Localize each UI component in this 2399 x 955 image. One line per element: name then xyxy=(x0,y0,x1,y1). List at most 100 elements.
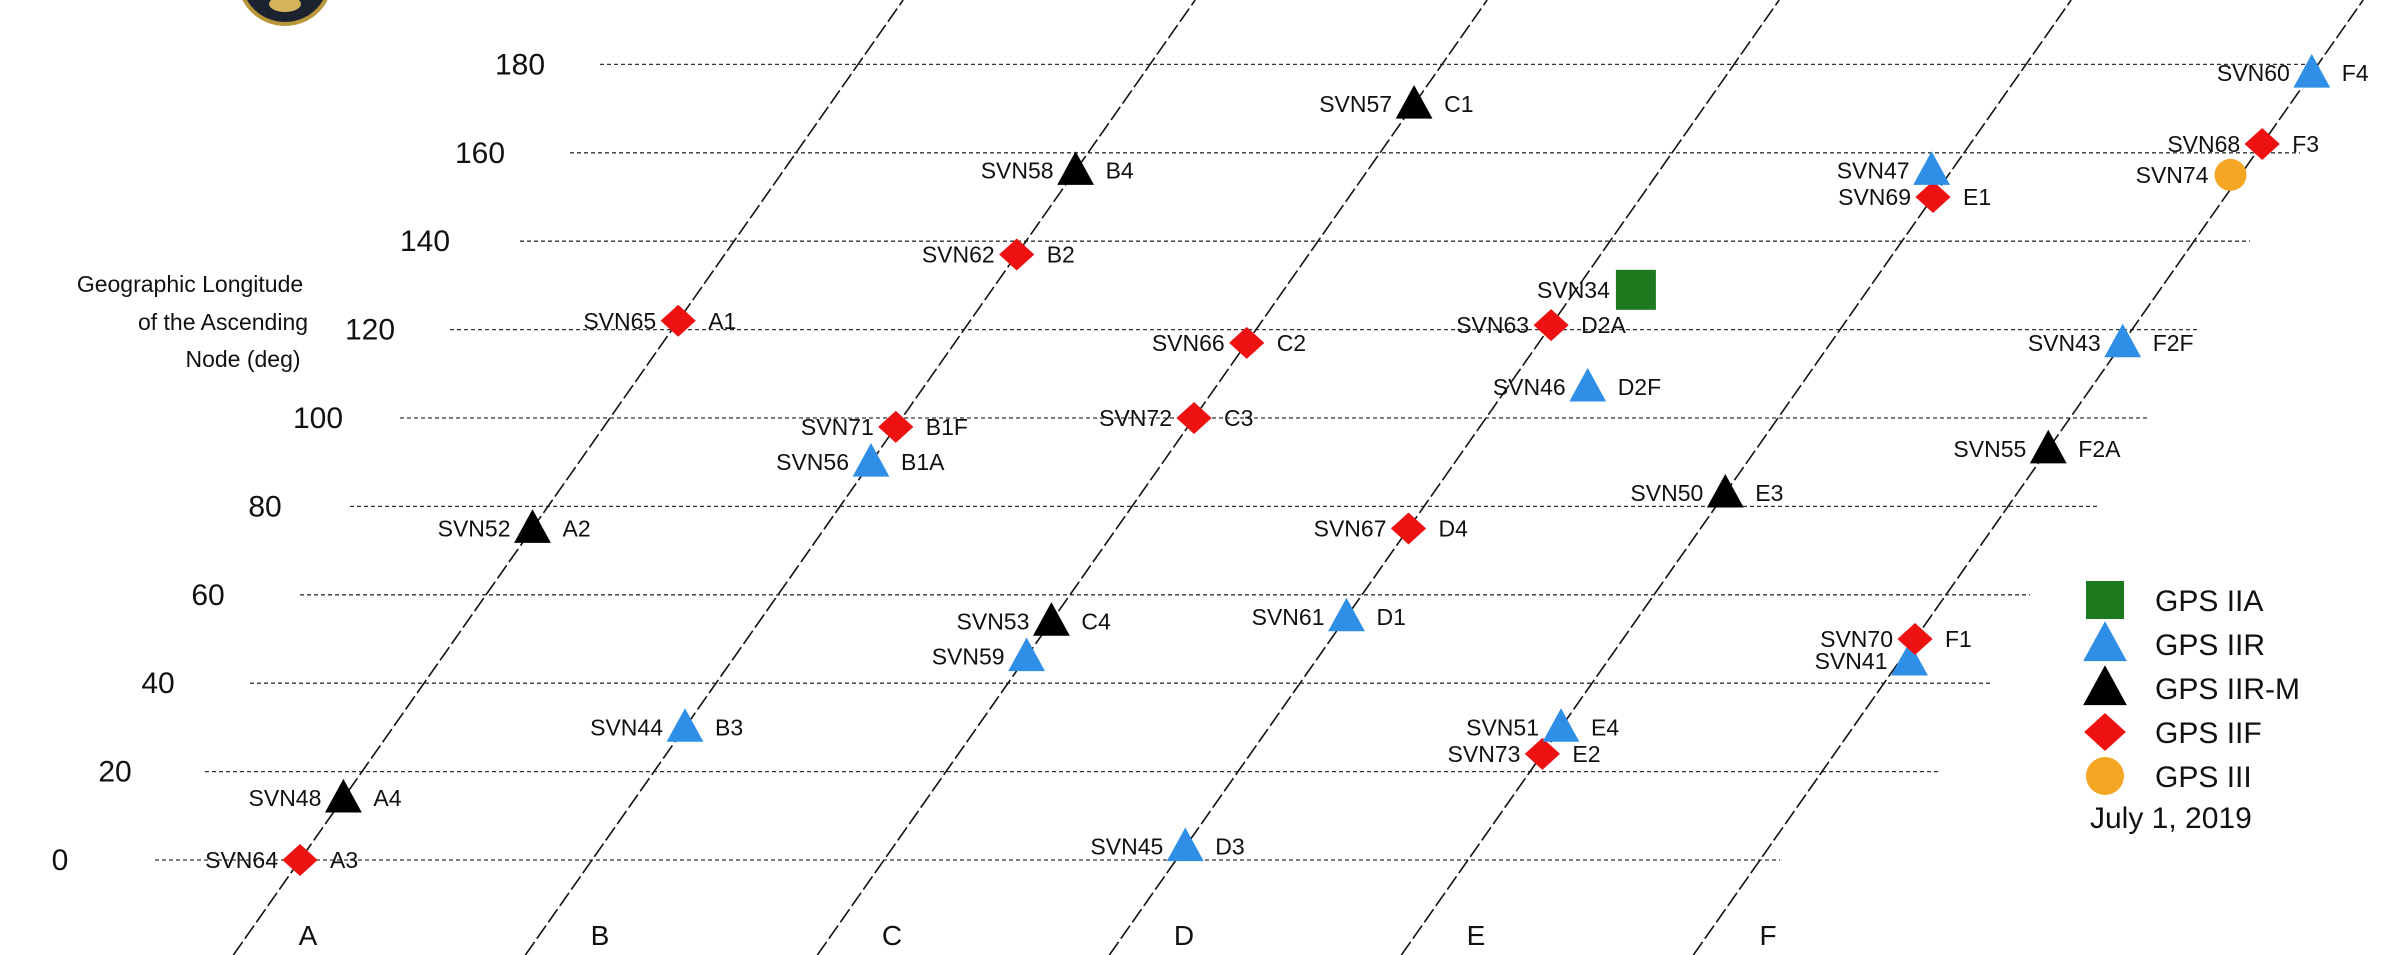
satellite-svn72: SVN72 C3 xyxy=(1099,402,1253,434)
marker-svn45-triangle xyxy=(1166,827,1204,862)
slot-label: F4 xyxy=(2342,60,2369,86)
slot-label: B1A xyxy=(901,449,945,475)
satellite-svn53: SVN53 C4 xyxy=(957,602,1111,636)
y-axis-label-line-1: Geographic Longitude xyxy=(77,271,303,297)
svn-label: SVN61 xyxy=(1252,604,1325,630)
legend-label: GPS IIR xyxy=(2155,629,2265,662)
marker-svn59-triangle xyxy=(1008,637,1045,672)
slot-label: E4 xyxy=(1591,714,1619,740)
slot-label: F3 xyxy=(2292,131,2319,157)
satellite-svn44: SVN44 B3 xyxy=(590,708,743,742)
svn-label: SVN74 xyxy=(2136,162,2209,188)
marker-svn73-diamond xyxy=(1524,737,1560,770)
satellite-svn50: SVN50 E3 xyxy=(1630,473,1783,508)
svn-label: SVN56 xyxy=(776,449,849,475)
slot-label: F1 xyxy=(1945,626,1972,652)
svn-label: SVN53 xyxy=(957,608,1030,634)
satellite-svn73: SVN73 E2 xyxy=(1448,737,1601,770)
legend-circle-icon xyxy=(2086,757,2124,795)
legend-label: GPS III xyxy=(2155,761,2252,794)
satellite-svn52: SVN52 A2 xyxy=(438,509,591,543)
plane-line-B xyxy=(524,0,1196,955)
longitude-gridlines xyxy=(155,63,2320,861)
legend-label: GPS IIR-M xyxy=(2155,673,2300,706)
marker-svn67-diamond xyxy=(1390,512,1427,545)
marker-svn66-diamond xyxy=(1229,326,1265,359)
svn-label: SVN69 xyxy=(1838,184,1911,210)
legend-label: GPS IIA xyxy=(2155,585,2263,618)
marker-svn34-square xyxy=(1615,269,1656,310)
svn-label: SVN52 xyxy=(438,516,511,542)
slot-label: C1 xyxy=(1444,91,1473,117)
legend-item-iir: GPS IIR xyxy=(2083,621,2265,662)
satellite-svn62: SVN62 B2 xyxy=(922,238,1075,271)
legend-triangle-icon xyxy=(2083,621,2127,662)
y-tick-140: 140 xyxy=(400,225,450,258)
marker-svn56-triangle xyxy=(852,443,890,477)
slot-label: D4 xyxy=(1439,516,1469,542)
slot-label: B3 xyxy=(715,714,743,740)
legend-item-iia: GPS IIA xyxy=(2086,581,2263,619)
satellite-svn43: SVN43 F2F xyxy=(2028,323,2194,358)
slot-label: B1F xyxy=(926,414,968,440)
slot-label: E2 xyxy=(1572,741,1600,767)
satellite-svn58: SVN58 B4 xyxy=(981,151,1134,185)
svn-label: SVN70 xyxy=(1820,626,1893,652)
legend-item-iirm: GPS IIR-M xyxy=(2083,665,2300,706)
satellite-svn45: SVN45 D3 xyxy=(1090,827,1245,862)
legend-square-icon xyxy=(2086,581,2124,619)
satellite-svn47: SVN47 xyxy=(1837,151,1950,185)
y-tick-160: 160 xyxy=(455,137,505,170)
marker-svn47-triangle xyxy=(1913,151,1950,185)
satellite-svn74: SVN74 xyxy=(2136,158,2247,191)
satellite-svn56: SVN56 B1A xyxy=(776,443,945,477)
marker-svn43-triangle xyxy=(2104,323,2142,358)
plane-line-F xyxy=(1692,0,2364,955)
svn-label: SVN45 xyxy=(1090,834,1163,860)
y-tick-180: 180 xyxy=(495,48,545,81)
svn-label: SVN48 xyxy=(249,785,322,811)
y-axis-label-line-3: Node (deg) xyxy=(185,346,300,372)
marker-svn50-triangle xyxy=(1706,473,1744,508)
plane-label-B: B xyxy=(591,920,610,951)
legend: GPS IIA GPS IIR GPS IIR-M GPS IIF GPS III Jul… xyxy=(2083,581,2300,835)
plane-line-C xyxy=(816,0,1488,955)
plane-labels: A B C D E F xyxy=(299,920,1777,951)
svn-label: SVN58 xyxy=(981,157,1054,183)
svn-label: SVN41 xyxy=(1815,648,1888,674)
marker-svn52-triangle xyxy=(514,509,551,543)
svn-label: SVN71 xyxy=(801,414,874,440)
legend-diamond-icon xyxy=(2084,713,2126,751)
legend-label: GPS IIF xyxy=(2155,717,2262,750)
marker-svn60-triangle xyxy=(2293,54,2331,88)
slot-label: C2 xyxy=(1277,330,1306,356)
marker-svn72-diamond xyxy=(1176,402,1212,434)
slot-label: A2 xyxy=(563,516,591,542)
svn-label: SVN57 xyxy=(1319,91,1392,117)
satellite-svn69: SVN69 E1 xyxy=(1838,181,1991,213)
svn-label: SVN60 xyxy=(2217,60,2290,86)
satellite-svn65: SVN65 A1 xyxy=(583,304,736,337)
satellite-svn60: SVN60 F4 xyxy=(2217,54,2369,88)
svn-label: SVN73 xyxy=(1448,741,1521,767)
svn-label: SVN43 xyxy=(2028,330,2101,356)
satellite-svn34: SVN34 xyxy=(1537,269,1656,310)
satellite-svn59: SVN59 xyxy=(932,637,1045,672)
marker-svn68-diamond xyxy=(2244,127,2280,160)
satellite-svn46: SVN46 D2F xyxy=(1493,367,1661,402)
slot-label: F2A xyxy=(2078,436,2121,462)
marker-svn64-diamond xyxy=(282,844,318,876)
marker-svn62-diamond xyxy=(999,238,1035,271)
y-tick-0: 0 xyxy=(52,844,69,877)
satellite-svn64: SVN64 A3 xyxy=(205,844,358,876)
marker-svn70-diamond xyxy=(1897,623,1933,655)
satellite-svn70: SVN70 F1 xyxy=(1820,623,1972,655)
svn-label: SVN51 xyxy=(1466,714,1539,740)
logo-icon xyxy=(242,0,328,26)
satellite-svn67: SVN67 D4 xyxy=(1314,512,1469,545)
legend-item-iif: GPS IIF xyxy=(2084,713,2262,751)
marker-svn48-triangle xyxy=(325,778,362,813)
satellite-svn55: SVN55 F2A xyxy=(1953,429,2121,464)
svn-label: SVN68 xyxy=(2167,131,2240,157)
slot-label: D1 xyxy=(1377,604,1406,630)
